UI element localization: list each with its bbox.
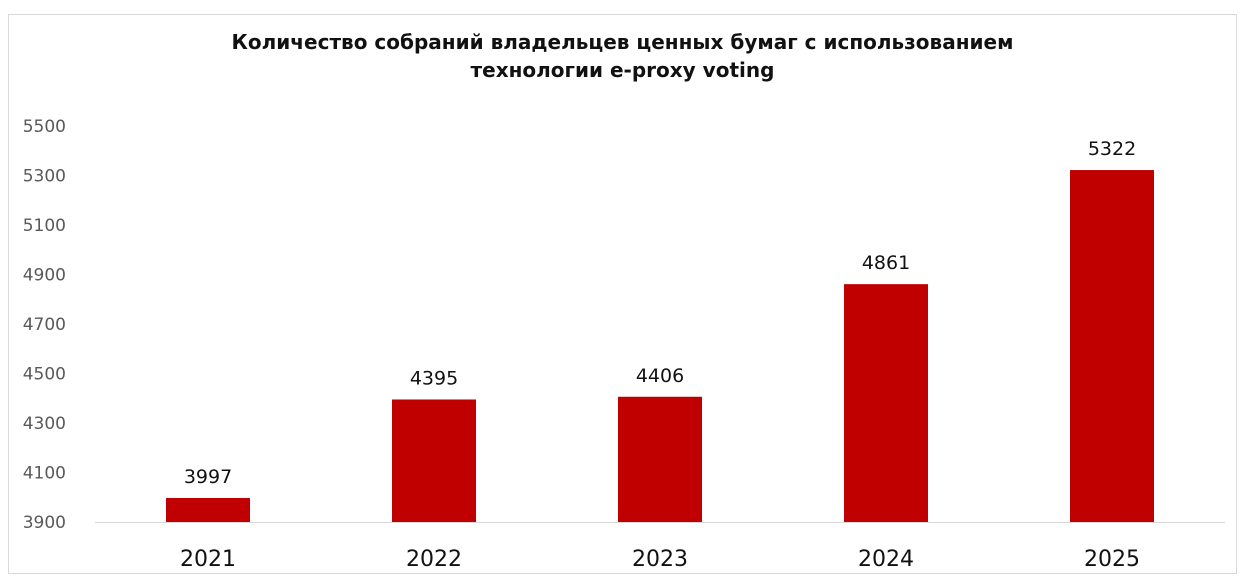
x-axis-labels: 2021 2022 2023 2024 2025 bbox=[180, 547, 1140, 572]
bar-2021 bbox=[166, 497, 250, 522]
data-label-2021: 3997 bbox=[184, 466, 232, 488]
bar-2025 bbox=[1070, 170, 1154, 522]
y-tick-label-4300: 4300 bbox=[23, 414, 66, 434]
y-tick-label-5100: 5100 bbox=[23, 216, 66, 236]
x-tick-label-2024: 2024 bbox=[858, 547, 914, 572]
y-tick-label-5500: 5500 bbox=[23, 117, 66, 137]
y-tick-label-5300: 5300 bbox=[23, 167, 66, 187]
chart-title-line-1: Количество собраний владельцев ценных бу… bbox=[231, 30, 1014, 54]
chart-title: Количество собраний владельцев ценных бу… bbox=[0, 28, 1245, 84]
y-axis-ticks: 3900 4100 4300 4500 4700 4900 5100 5300 5500 bbox=[23, 117, 66, 533]
data-label-2022: 4395 bbox=[410, 367, 458, 389]
bar-2024 bbox=[844, 284, 928, 522]
x-tick-label-2023: 2023 bbox=[632, 547, 688, 572]
y-tick-label-4500: 4500 bbox=[23, 365, 66, 385]
bar-2022 bbox=[392, 399, 476, 522]
chart-title-line-2: технологии e-proxy voting bbox=[470, 58, 775, 82]
bar-2023 bbox=[618, 396, 702, 522]
y-tick-label-3900: 3900 bbox=[23, 513, 66, 533]
data-label-2024: 4861 bbox=[862, 252, 910, 274]
x-tick-label-2022: 2022 bbox=[406, 547, 462, 572]
data-label-2023: 4406 bbox=[636, 365, 684, 387]
y-tick-label-4700: 4700 bbox=[23, 315, 66, 335]
data-label-2025: 5322 bbox=[1088, 138, 1136, 160]
y-tick-label-4100: 4100 bbox=[23, 464, 66, 484]
data-labels: 3997 4395 4406 4861 5322 bbox=[184, 138, 1136, 488]
y-tick-label-4900: 4900 bbox=[23, 266, 66, 286]
bars bbox=[166, 170, 1154, 522]
x-tick-label-2021: 2021 bbox=[180, 547, 236, 572]
x-tick-label-2025: 2025 bbox=[1084, 547, 1140, 572]
